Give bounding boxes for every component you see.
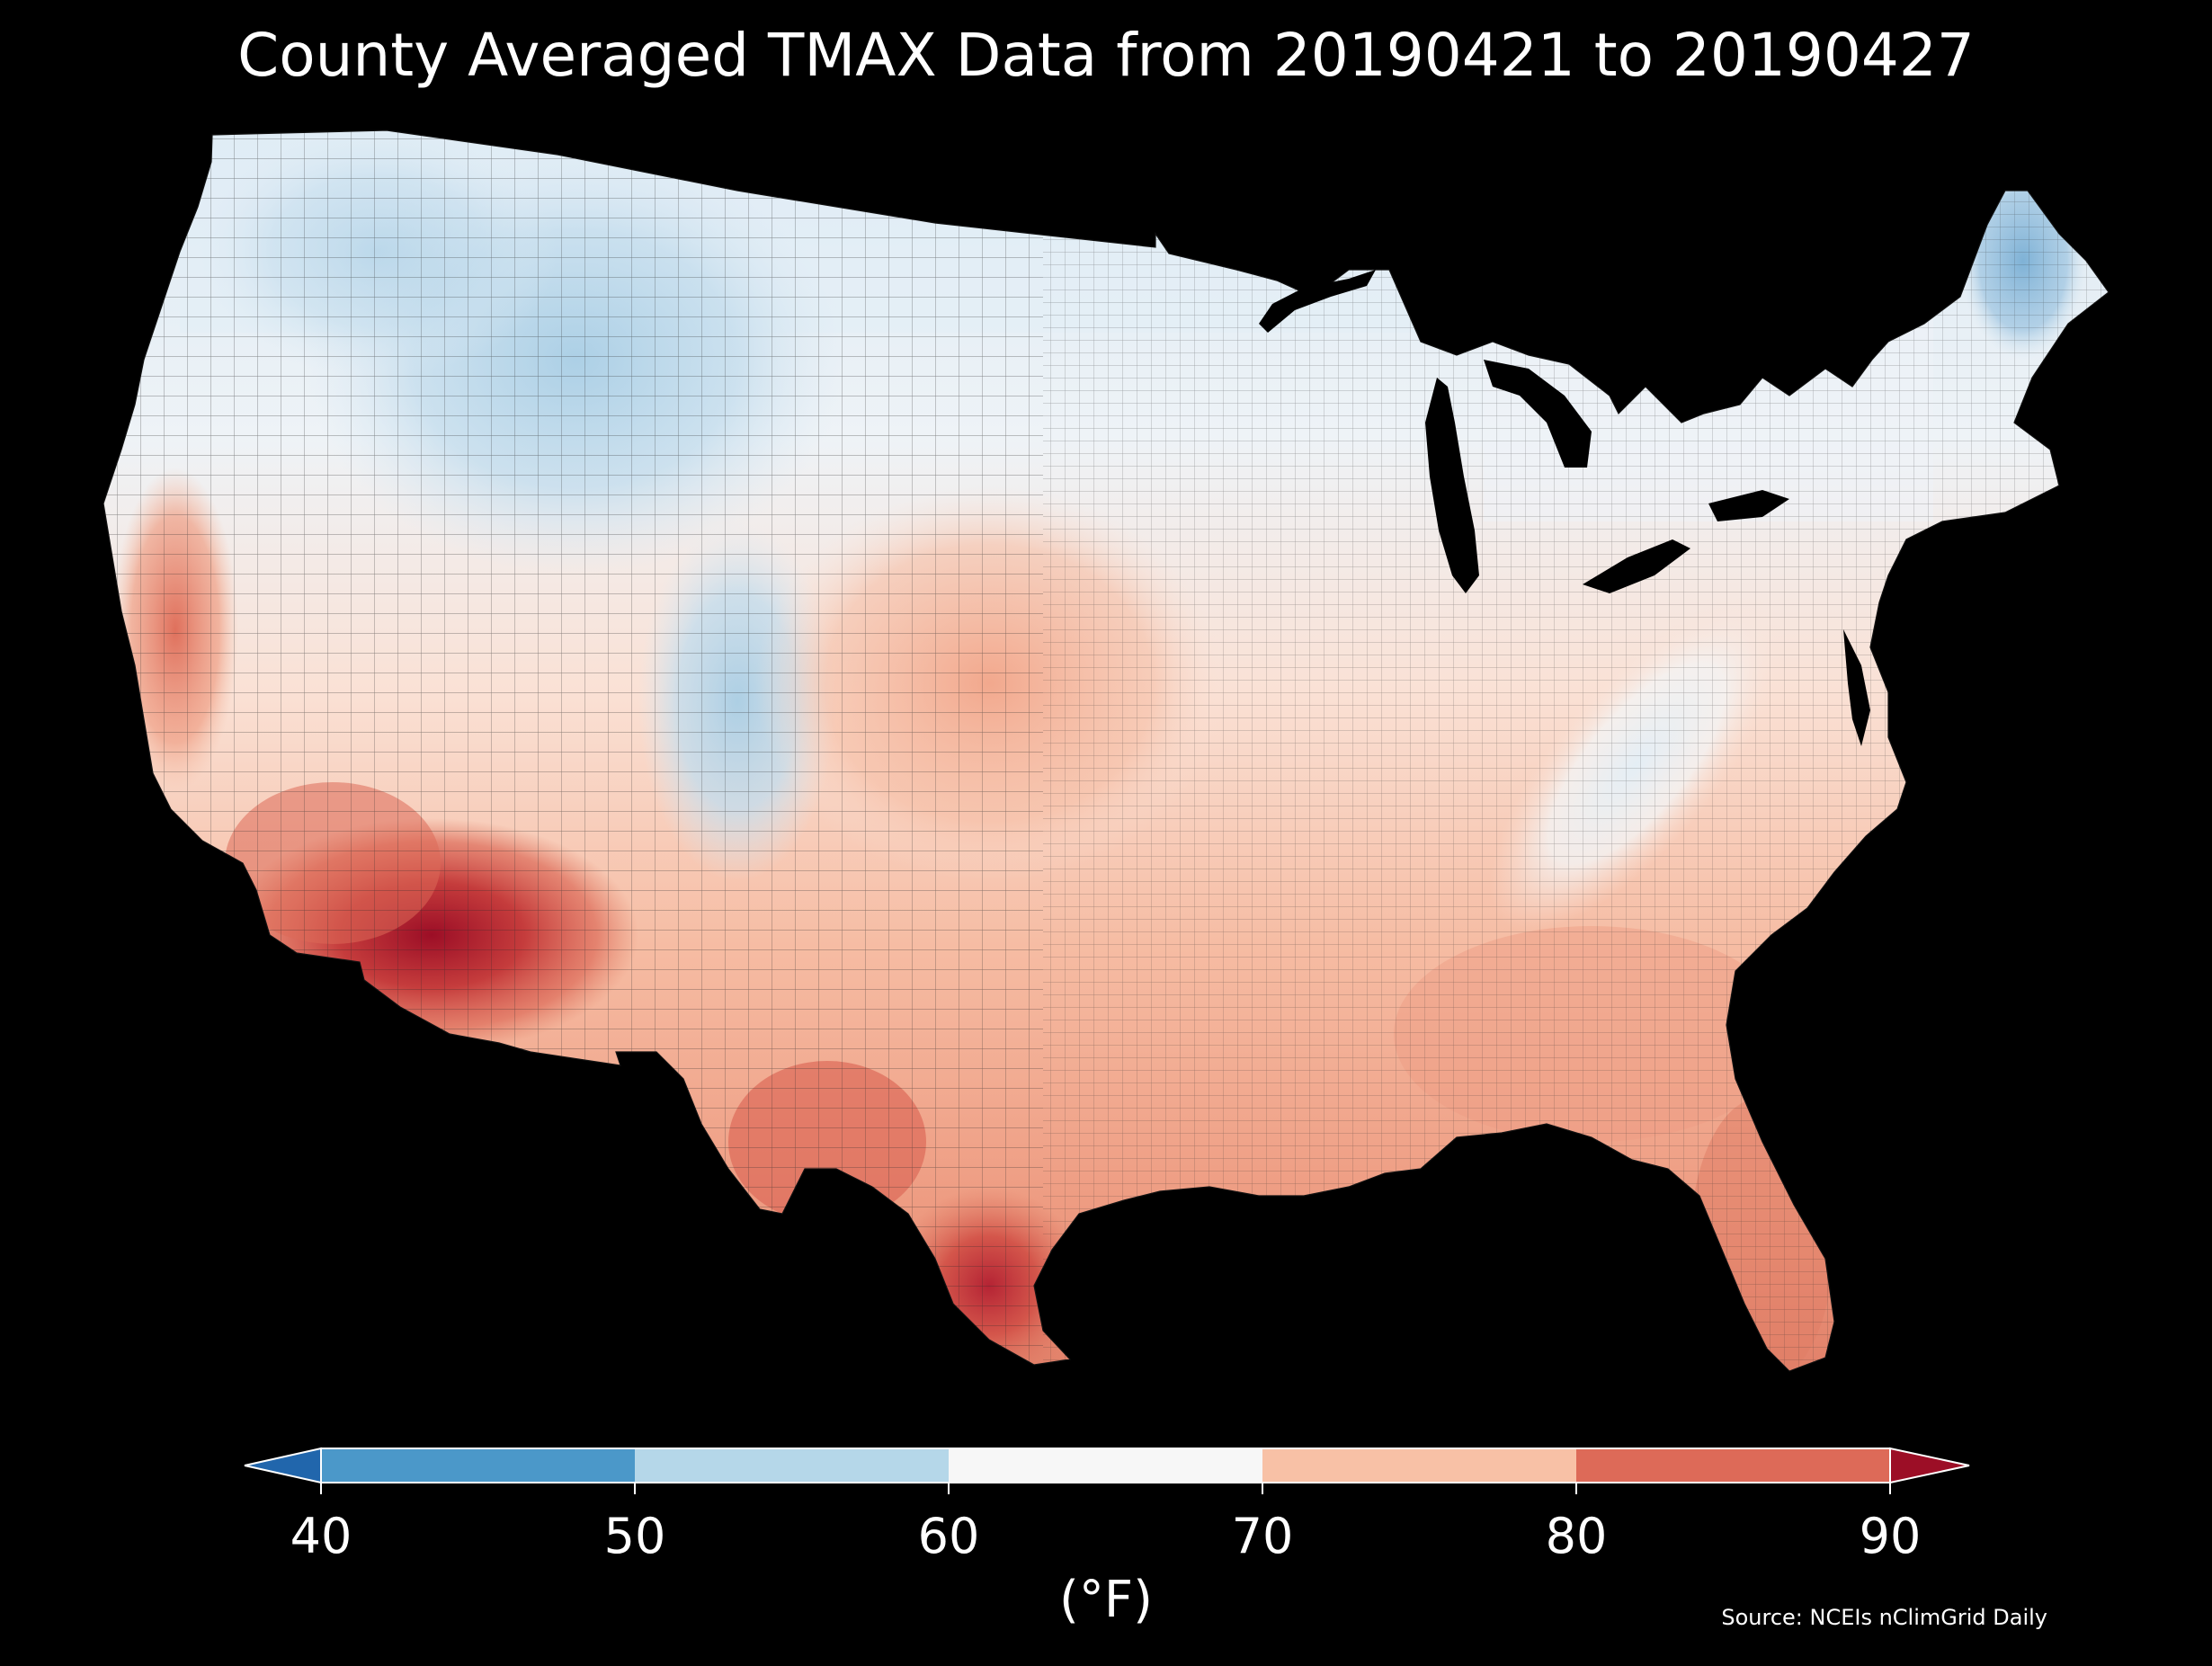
colorbar-extend-low — [244, 1447, 322, 1484]
colorbar-bin-80-90 — [1576, 1448, 1890, 1483]
colorbar-bin-50-60 — [635, 1448, 949, 1483]
lake-michigan — [1425, 378, 1479, 593]
chesapeake-bay — [1843, 629, 1870, 746]
colorbar-tick-label-60: 60 — [918, 1508, 980, 1564]
lake-erie — [1583, 539, 1690, 593]
colorbar-tick-label-90: 90 — [1860, 1508, 1922, 1564]
colorbar-bin-60-70 — [949, 1448, 1262, 1483]
colorbar: 40 50 60 70 80 90 — [244, 1447, 1970, 1564]
lake-ontario — [1708, 490, 1789, 521]
great-lakes — [1259, 270, 1789, 593]
us-land — [103, 130, 2109, 1371]
colorbar-unit-label: (°F) — [1059, 1571, 1153, 1629]
map-title: County Averaged TMAX Data from 20190421 … — [237, 21, 1975, 90]
lake-superior — [1259, 270, 1376, 333]
colorbar-tick-label-40: 40 — [290, 1508, 352, 1564]
lake-huron — [1484, 360, 1592, 468]
colorbar-extend-high — [1889, 1447, 1970, 1484]
colorbar-tick-label-80: 80 — [1546, 1508, 1608, 1564]
colorbar-tick-label-70: 70 — [1232, 1508, 1294, 1564]
colorbar-tick-label-50: 50 — [604, 1508, 666, 1564]
colorbar-frame — [320, 1448, 1891, 1483]
colorbar-bin-70-80 — [1262, 1448, 1576, 1483]
colorbar-bin-40-50 — [321, 1448, 635, 1483]
source-note: Source: NCEIs nClimGrid Daily — [1721, 1605, 2047, 1630]
